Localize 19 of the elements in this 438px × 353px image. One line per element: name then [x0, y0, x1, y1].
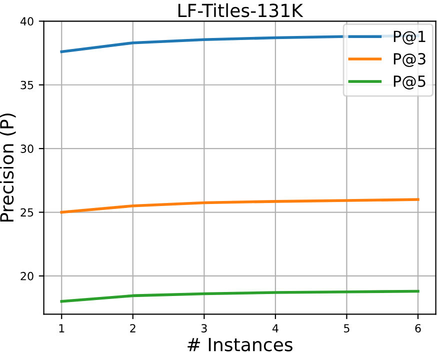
legend-label: P@3 [394, 53, 426, 68]
y-tick-label: 25 [20, 208, 34, 217]
legend-label: P@5 [394, 76, 426, 90]
line-series [60, 290, 420, 303]
chart-title: LF-Titles-131K [178, 3, 304, 18]
legend-label: P@1 [394, 30, 426, 45]
y-tick-label: 40 [20, 17, 34, 26]
x-tick-label: 3 [201, 324, 207, 332]
x-tick-label: 1 [59, 324, 64, 332]
x-tick-label: 4 [272, 324, 278, 332]
x-tick-label: 2 [130, 324, 136, 332]
y-axis-title: Precision (P) [0, 114, 16, 222]
x-tick-label: 5 [344, 324, 350, 332]
y-tick-label: 35 [20, 80, 34, 90]
x-axis-title: # Instances [188, 338, 292, 352]
y-tick-label: 30 [20, 144, 34, 153]
line-series [60, 198, 420, 214]
x-tick-label: 6 [415, 324, 421, 332]
y-tick-label: 20 [20, 272, 34, 280]
